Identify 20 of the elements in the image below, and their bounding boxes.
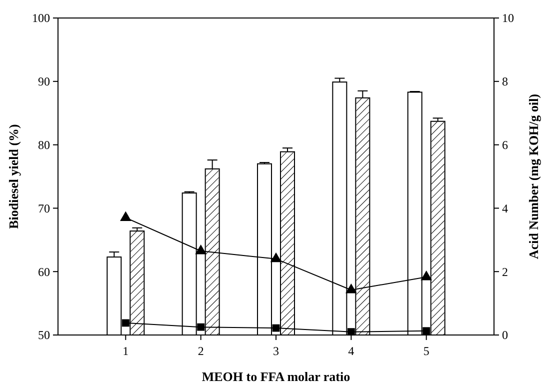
y2-tick-label: 8 [502, 74, 508, 89]
y-tick-label: 80 [38, 138, 50, 152]
x-tick-label: 1 [122, 344, 129, 358]
y2-tick-label: 2 [502, 264, 508, 279]
y-tick-label: 100 [32, 11, 50, 26]
y-tick-label: 50 [38, 328, 50, 342]
x-tick-label: 5 [423, 344, 430, 358]
y2-tick-label: 0 [502, 328, 508, 342]
y2-tick-label: 6 [502, 138, 508, 152]
y-axis-title: Biodiesel yield (%) [6, 124, 21, 229]
x-axis-title: MEOH to FFA molar ratio [202, 369, 350, 384]
y-tick-label: 90 [38, 74, 50, 89]
y2-tick-label: 4 [502, 201, 508, 216]
x-tick-label: 2 [198, 344, 204, 358]
y2-axis-title: Acid Number (mg KOH/g oil) [526, 94, 541, 260]
x-tick-label: 4 [348, 344, 354, 358]
x-tick-label: 3 [273, 344, 279, 358]
y2-tick-label: 10 [502, 11, 514, 26]
y-tick-label: 60 [38, 264, 50, 279]
y-tick-label: 70 [38, 201, 50, 216]
